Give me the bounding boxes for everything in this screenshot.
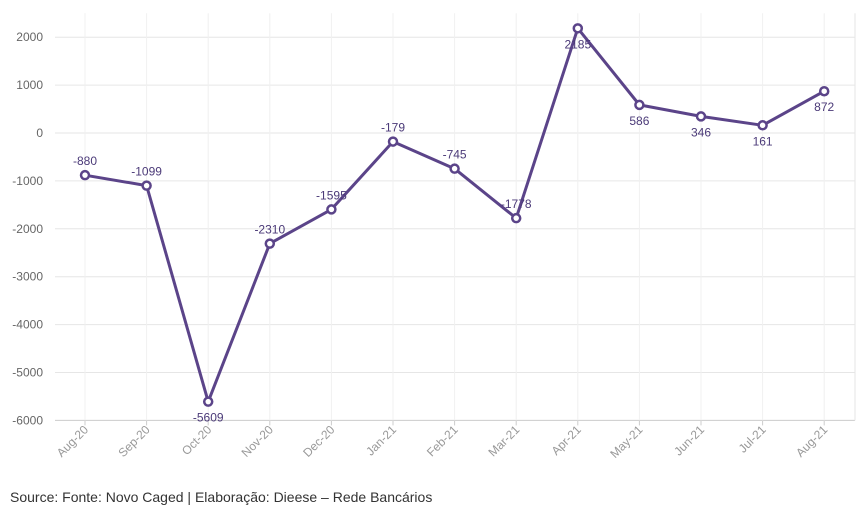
y-tick-label: -6000	[12, 413, 43, 427]
y-tick-label: 1000	[16, 78, 43, 92]
x-tick-label: Jun-21	[671, 422, 707, 458]
y-tick-label: -5000	[12, 366, 43, 380]
y-tick-label: 2000	[16, 30, 43, 44]
x-tick-label: Mar-21	[486, 422, 523, 459]
source-note: Source: Fonte: Novo Caged | Elaboração: …	[10, 489, 433, 505]
data-point	[510, 212, 522, 224]
y-tick-label: -3000	[12, 270, 43, 284]
y-tick-label: -4000	[12, 318, 43, 332]
data-point	[572, 23, 584, 34]
data-label: -1595	[316, 188, 347, 202]
data-label: -880	[73, 154, 97, 168]
y-tick-label: 0	[36, 126, 43, 140]
x-tick-label: Sep-20	[115, 422, 152, 459]
data-label: -179	[381, 121, 405, 135]
data-point	[264, 238, 276, 249]
data-point	[695, 111, 707, 122]
data-label: 586	[629, 114, 649, 128]
data-point	[449, 163, 460, 174]
gridlines	[55, 13, 856, 421]
data-points	[79, 23, 830, 407]
data-label: -745	[443, 148, 467, 162]
y-tick-label: -1000	[12, 174, 43, 188]
x-tick-label: Oct-20	[179, 422, 215, 458]
x-tick-label: Apr-21	[549, 422, 585, 458]
x-tick-label: Dec-20	[300, 422, 337, 459]
data-label: 346	[691, 125, 711, 139]
data-point	[818, 85, 830, 97]
x-tick-label: May-21	[607, 422, 645, 460]
data-point	[757, 120, 768, 131]
x-tick-label: Feb-21	[424, 422, 461, 459]
line-chart: 200010000-1000-2000-3000-4000-5000-6000 …	[12, 13, 856, 461]
data-label: -5609	[193, 411, 224, 425]
y-axis: 2000 1000 0 -1000 -2000 -3000 -4000 -5000 -6000	[12, 30, 43, 427]
x-tick-label: Aug-20	[54, 422, 91, 459]
x-tick-label: Jul-21	[736, 422, 769, 455]
x-tick-label: Nov-20	[239, 422, 276, 459]
data-point	[79, 169, 91, 181]
data-label: -2310	[254, 223, 285, 237]
x-tick-label: Aug-21	[793, 422, 830, 459]
data-label: 161	[753, 134, 773, 148]
data-point	[634, 99, 645, 111]
data-label: -1778	[501, 197, 532, 211]
x-tick-label: Jan-21	[363, 422, 399, 458]
data-label: 2185	[564, 37, 591, 51]
data-point	[387, 136, 399, 147]
data-labels: -880 -1099 -5609 -2310 -1595 -179 -745 -1778 218…	[73, 37, 835, 424]
data-point	[326, 204, 337, 215]
x-axis: Aug-20 Sep-20 Oct-20 Nov-20 Dec-20 Jan-21 Feb-…	[54, 420, 831, 461]
data-label: 872	[814, 100, 834, 114]
y-tick-label: -2000	[12, 222, 43, 236]
data-label: -1099	[131, 165, 162, 179]
data-point	[141, 180, 152, 191]
data-point	[202, 396, 214, 407]
